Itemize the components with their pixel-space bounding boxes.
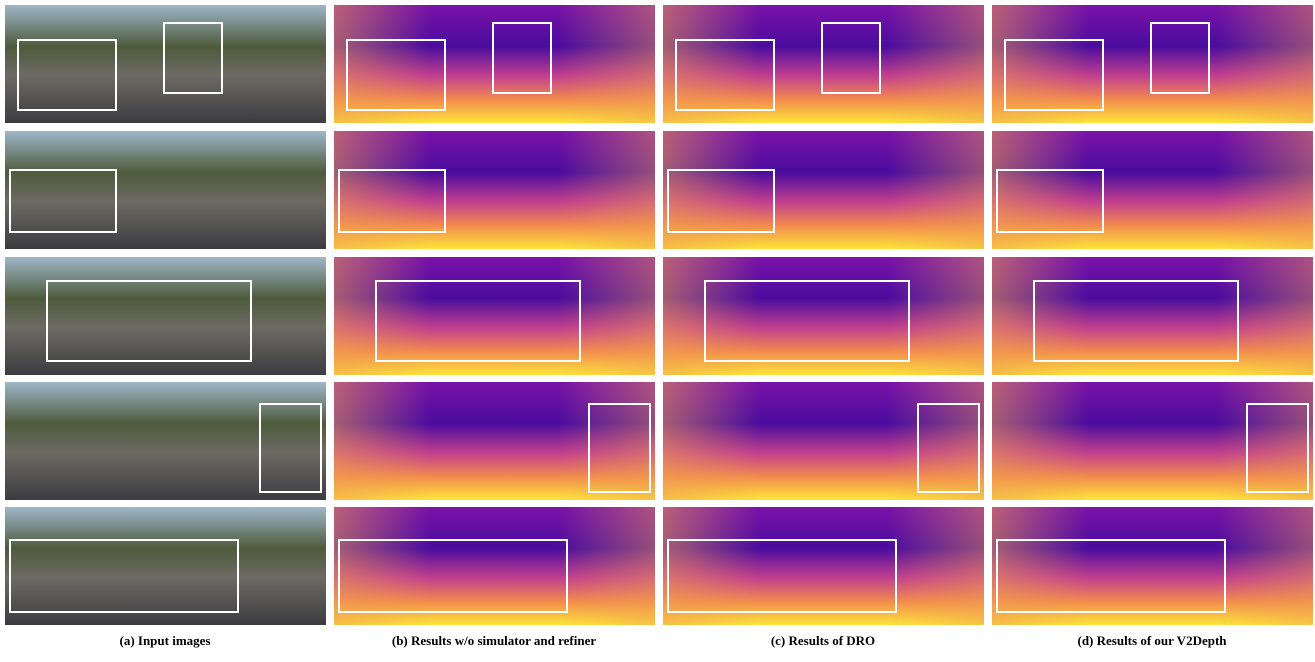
depth-shade — [334, 507, 655, 625]
depth-shade — [992, 257, 1313, 375]
input-image — [5, 507, 326, 625]
depth-shade — [663, 382, 984, 500]
page: (a) Input images (b) Results w/o simulat… — [0, 0, 1315, 662]
input-image — [5, 257, 326, 375]
depth-shade — [663, 507, 984, 625]
caption: (a) Input images — [119, 633, 210, 648]
caption: (d) Results of our V2Depth — [1077, 633, 1227, 648]
caption: (b) Results w/o simulator and refiner — [392, 633, 596, 648]
depth-shade — [334, 257, 655, 375]
figure: (a) Input images (b) Results w/o simulat… — [0, 0, 1315, 662]
depth-shade — [992, 507, 1313, 625]
depth-shade — [663, 257, 984, 375]
depth-shade — [992, 382, 1313, 500]
depth-shade — [334, 382, 655, 500]
input-image — [5, 382, 326, 500]
caption: (c) Results of DRO — [771, 633, 875, 648]
